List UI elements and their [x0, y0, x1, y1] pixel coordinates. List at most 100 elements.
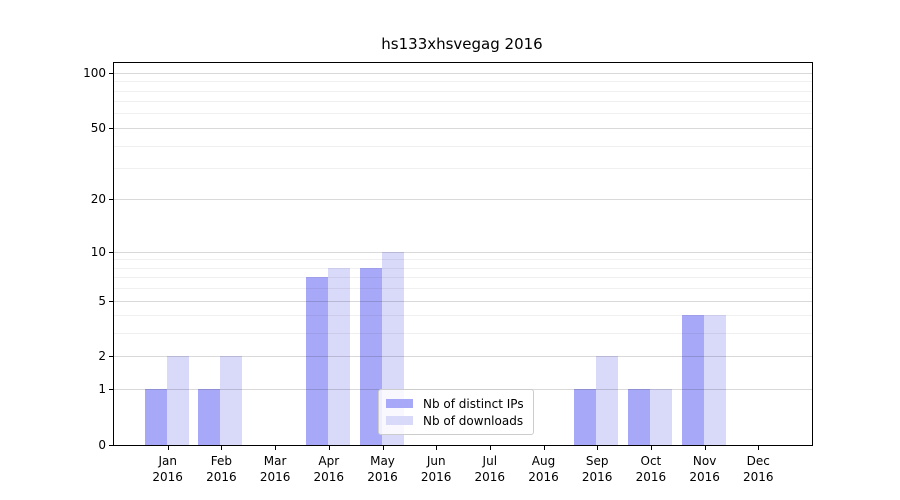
x-tick-label-sep: Sep 2016 — [567, 453, 627, 485]
gridline-major — [114, 199, 812, 201]
chart-title: hs133xhsvegag 2016 — [381, 35, 543, 53]
x-tick-mark — [597, 446, 599, 450]
x-tick-mark — [167, 446, 169, 450]
x-tick-month: Apr — [318, 454, 340, 468]
gridline-minor — [114, 81, 812, 83]
legend-label-distinct-ips: Nb of distinct IPs — [423, 396, 524, 411]
x-tick-year: 2016 — [528, 470, 559, 484]
bar-nb-of-distinct-ips-jan — [144, 389, 167, 445]
y-tick-label: 100 — [83, 65, 106, 80]
x-tick-year: 2016 — [259, 470, 291, 484]
x-tick-label-oct: Oct 2016 — [621, 453, 681, 485]
gridline-minor — [114, 259, 812, 261]
x-tick-label-jun: Jun 2016 — [406, 453, 466, 485]
gridline-major — [114, 356, 812, 358]
bar-nb-of-distinct-ips-feb — [198, 389, 221, 445]
x-tick-year: 2016 — [420, 470, 452, 484]
gridline-minor — [114, 168, 812, 169]
x-tick-mark — [543, 446, 545, 450]
y-tick-label: 1 — [98, 382, 106, 397]
x-tick-year: 2016 — [313, 470, 345, 484]
x-tick-mark — [704, 446, 706, 450]
x-tick-year: 2016 — [689, 470, 720, 484]
x-tick-mark — [650, 446, 652, 450]
gridline-minor — [114, 101, 812, 103]
gridline-major — [114, 300, 812, 302]
x-tick-month: Jul — [482, 454, 498, 468]
x-tick-mark — [328, 446, 330, 450]
x-tick-year: 2016 — [152, 470, 183, 484]
x-tick-mark — [436, 446, 438, 450]
x-tick-label-jan: Jan 2016 — [138, 453, 198, 485]
gridline-minor — [114, 277, 812, 279]
bar-nb-of-downloads-apr — [327, 267, 350, 445]
y-tick-label: 5 — [98, 293, 106, 308]
legend-row-downloads: Nb of downloads — [386, 412, 524, 429]
x-tick-mark — [758, 446, 760, 450]
y-tick-label: 0 — [98, 438, 106, 452]
x-tick-month: Jun — [426, 454, 446, 468]
bar-nb-of-downloads-sep — [596, 356, 619, 445]
x-tick-year: 2016 — [206, 470, 237, 484]
x-tick-month: May — [370, 454, 395, 468]
y-tick-label: 10 — [90, 244, 106, 259]
gridline-minor — [114, 333, 812, 335]
x-tick-month: Aug — [531, 454, 556, 468]
x-tick-month: Oct — [640, 454, 662, 468]
legend-row-distinct-ips: Nb of distinct IPs — [386, 395, 524, 412]
x-tick-label-apr: Apr 2016 — [299, 453, 359, 485]
x-tick-month: Nov — [692, 454, 717, 468]
legend: Nb of distinct IPs Nb of downloads — [378, 389, 534, 435]
x-tick-label-aug: Aug 2016 — [514, 453, 574, 485]
x-tick-year: 2016 — [367, 470, 398, 484]
bar-nb-of-downloads-oct — [649, 389, 672, 445]
gridline-minor — [114, 315, 812, 317]
y-tick-mark — [109, 389, 113, 391]
y-tick-label: 50 — [90, 120, 106, 135]
y-tick-mark — [109, 72, 113, 74]
x-tick-label-mar: Mar 2016 — [245, 453, 305, 485]
y-tick-mark — [109, 300, 113, 302]
y-tick-mark — [109, 356, 113, 358]
x-tick-label-jul: Jul 2016 — [460, 453, 520, 485]
bar-nb-of-distinct-ips-oct — [627, 389, 650, 445]
x-tick-month: Sep — [585, 454, 609, 468]
x-tick-mark — [275, 446, 277, 450]
x-tick-label-dec: Dec 2016 — [728, 453, 788, 485]
bar-nb-of-distinct-ips-sep — [574, 389, 597, 445]
y-tick-label: 20 — [90, 192, 106, 207]
gridline-minor — [114, 288, 812, 290]
gridline-major — [114, 127, 812, 129]
x-tick-month: Mar — [263, 454, 287, 468]
x-tick-mark — [382, 446, 384, 450]
y-tick-label: 2 — [98, 349, 106, 364]
y-tick-mark — [109, 199, 113, 201]
y-tick-mark — [109, 127, 113, 129]
x-tick-year: 2016 — [743, 470, 774, 484]
x-tick-year: 2016 — [635, 470, 667, 484]
x-tick-year: 2016 — [474, 470, 506, 484]
x-tick-month: Jan — [158, 454, 177, 468]
x-tick-mark — [489, 446, 491, 450]
x-tick-year: 2016 — [581, 470, 613, 484]
legend-label-downloads: Nb of downloads — [423, 413, 524, 428]
x-tick-mark — [221, 446, 223, 450]
gridline-minor — [114, 145, 812, 147]
x-tick-label-nov: Nov 2016 — [675, 453, 735, 485]
plot-area: 0 1 2 5 10 20 50 100 Jan 2016 Feb 2016 Mar 2016 Apr 201… — [83, 62, 813, 484]
bar-nb-of-distinct-ips-may — [359, 267, 382, 445]
gridline-major — [114, 251, 812, 253]
y-tick-mark — [109, 445, 113, 446]
x-tick-month: Dec — [746, 454, 770, 468]
bar-nb-of-downloads-feb — [220, 356, 243, 445]
gridline-minor — [114, 267, 812, 269]
gridline-minor — [114, 113, 812, 115]
gridline-minor — [114, 90, 812, 92]
x-tick-label-feb: Feb 2016 — [191, 453, 251, 485]
y-tick-mark — [109, 251, 113, 253]
x-tick-label-may: May 2016 — [353, 453, 413, 485]
bar-nb-of-downloads-jan — [166, 356, 189, 445]
bar-nb-of-distinct-ips-apr — [305, 277, 328, 445]
legend-swatch-distinct-ips — [386, 399, 413, 408]
